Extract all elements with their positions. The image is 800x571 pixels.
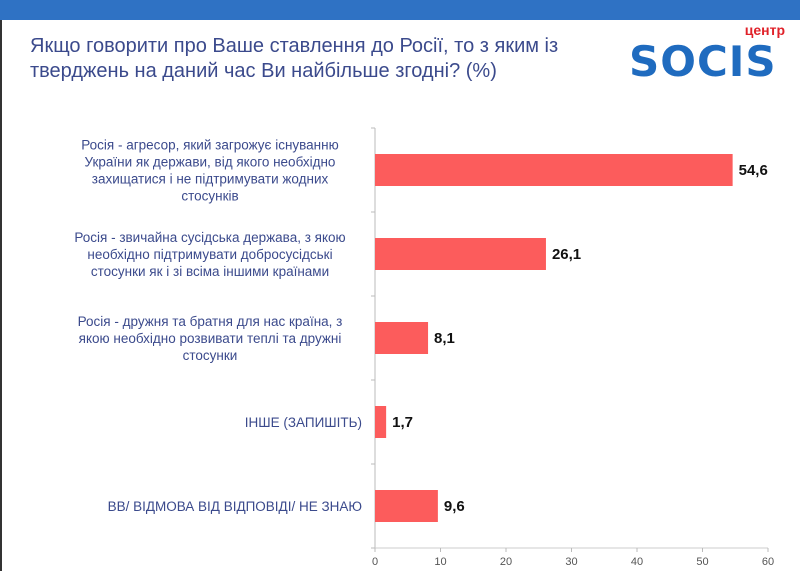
data-label: 1,7 xyxy=(392,414,413,431)
bar xyxy=(375,490,438,522)
title-line-2: тверджень на даний час Ви найбільше згод… xyxy=(30,60,497,82)
bar xyxy=(375,238,546,270)
x-tick-label: 20 xyxy=(500,556,512,568)
category-label: Росія - звичайна сусідська держава, з як… xyxy=(74,230,345,245)
left-border xyxy=(0,20,2,571)
logo-small-text: центр xyxy=(744,22,785,38)
bar xyxy=(375,406,387,438)
x-tick-label: 50 xyxy=(696,556,708,568)
chart-title: Якщо говорити про Ваше ставлення до Росі… xyxy=(30,34,610,84)
data-label: 26,1 xyxy=(552,246,581,263)
logo-text: SOCIS xyxy=(629,37,777,86)
x-tick-label: 30 xyxy=(565,556,577,568)
category-label: Росія - дружня та братня для нас країна,… xyxy=(78,314,343,329)
x-tick-label: 40 xyxy=(631,556,643,568)
category-label: якою необхідно розвивати теплі та дружні xyxy=(79,331,342,346)
category-label: необхідно підтримувати добросусідські xyxy=(87,247,332,262)
data-label: 54,6 xyxy=(739,162,768,179)
socis-logo: центр SOCIS xyxy=(625,20,795,86)
header-bar xyxy=(0,0,800,20)
bar xyxy=(375,322,429,354)
category-label: України як держави, від якого необхідно xyxy=(85,155,336,170)
x-tick-label: 0 xyxy=(372,556,378,568)
category-label: ВВ/ ВІДМОВА ВІД ВІДПОВІДІ/ НЕ ЗНАЮ xyxy=(108,499,362,514)
data-label: 8,1 xyxy=(434,330,455,347)
category-label: Росія - агресор, який загрожує існуванню xyxy=(81,138,338,153)
category-label: стосунки xyxy=(183,348,238,363)
bar xyxy=(375,154,733,186)
category-label: захищатися і не підтримувати жодних xyxy=(92,172,329,187)
data-label: 9,6 xyxy=(444,498,465,515)
x-tick-label: 10 xyxy=(434,556,446,568)
title-line-1: Якщо говорити про Ваше ставлення до Росі… xyxy=(30,35,559,57)
x-tick-label: 60 xyxy=(762,556,774,568)
category-label: стосунки як і зі всіма іншими країнами xyxy=(91,264,329,279)
category-label: ІНШЕ (ЗАПИШІТЬ) xyxy=(245,415,362,430)
category-label: стосунків xyxy=(181,189,238,204)
